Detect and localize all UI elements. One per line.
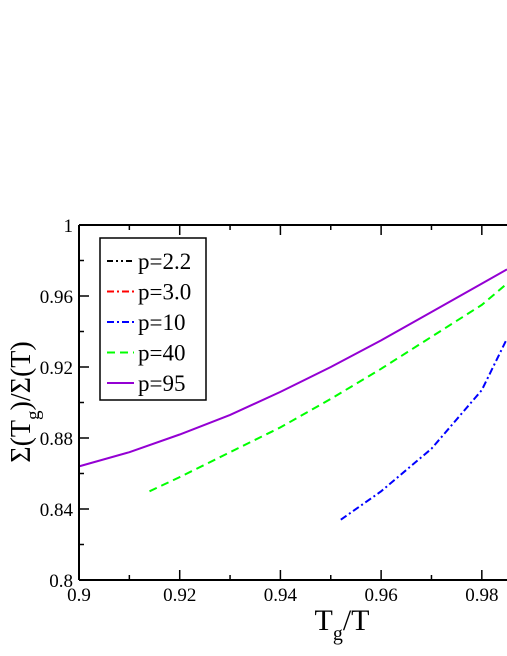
y-axis-label-sub: g bbox=[23, 410, 44, 420]
x-tick-label: 0.92 bbox=[163, 585, 196, 606]
x-axis-label-tail: /T bbox=[343, 604, 370, 637]
x-tick-label: 0.98 bbox=[465, 585, 498, 606]
y-axis-label-post: )/Σ(T) bbox=[6, 341, 37, 410]
y-tick-label: 0.84 bbox=[40, 500, 74, 521]
y-tick-label: 1 bbox=[64, 216, 74, 237]
x-axis-label: Tg/T bbox=[315, 604, 370, 645]
legend-label-p-3-0: p=3.0 bbox=[138, 280, 191, 305]
series-line-p-10 bbox=[340, 338, 507, 521]
y-tick-label: 0.96 bbox=[40, 287, 73, 308]
x-axis-label-sub: g bbox=[333, 623, 343, 645]
legend-label-p-40: p=40 bbox=[138, 341, 185, 366]
x-tick-label: 0.96 bbox=[364, 585, 397, 606]
legend-box bbox=[99, 237, 207, 401]
series-layer bbox=[78, 268, 507, 521]
legend: p=2.2 p=3.0 p=10 p=40 p=95 bbox=[99, 237, 207, 401]
legend-label-p-2-2: p=2.2 bbox=[138, 249, 191, 274]
series-line-p-40 bbox=[149, 282, 507, 493]
x-tick-label: 0.9 bbox=[67, 585, 91, 606]
x-tick-label: 0.94 bbox=[264, 585, 298, 606]
legend-label-p-10: p=10 bbox=[138, 310, 185, 335]
y-tick-label: 0.8 bbox=[49, 571, 73, 592]
series-line-p-95 bbox=[78, 268, 507, 468]
y-tick-label: 0.92 bbox=[40, 358, 73, 379]
y-axis-label: Σ(Tg)/Σ(T) bbox=[6, 341, 44, 462]
legend-label-p-95: p=95 bbox=[138, 371, 185, 396]
y-axis-label-pre: Σ(T bbox=[6, 420, 37, 463]
x-axis-label-main: T bbox=[315, 604, 333, 637]
ticks-layer: 0.9 0.92 0.94 0.96 0.98 0.8 0.84 0.88 0.92 0.96 1 bbox=[40, 216, 499, 606]
y-tick-label: 0.88 bbox=[40, 429, 73, 450]
